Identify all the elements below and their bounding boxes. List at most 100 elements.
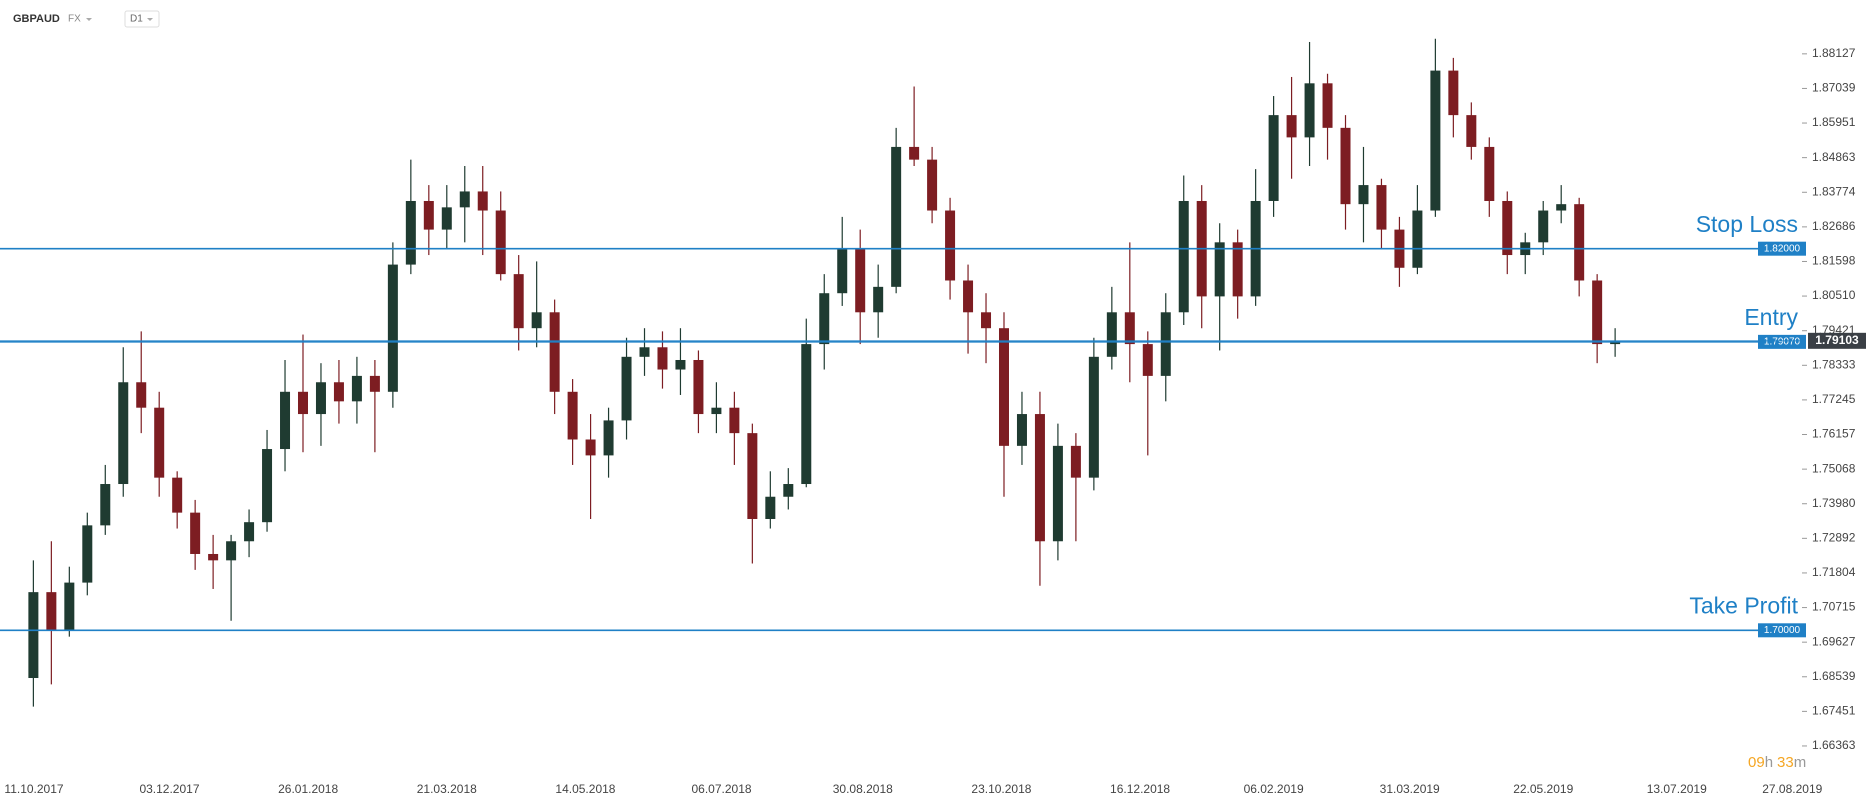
candle-body [1322,83,1333,128]
y-tick-label: 1.85951 [1812,115,1856,129]
x-tick-label: 31.03.2019 [1380,782,1440,796]
level-tag-label: 1.70000 [1764,625,1801,636]
y-tick-label: 1.66363 [1812,738,1856,752]
last-price-tag [1808,332,1866,349]
candle-body [64,582,75,631]
countdown-hours: 09 [1748,754,1765,771]
market: FX [68,14,81,25]
timeframe[interactable]: D1 [130,14,143,25]
y-tick-label: 1.82686 [1812,219,1856,233]
candle-body [1178,200,1189,313]
candle-body [262,449,273,523]
x-tick-label: 21.03.2018 [417,782,477,796]
symbol[interactable]: GBPAUD [13,13,60,25]
level-tag [1758,241,1806,256]
candle-body [1358,185,1369,205]
candle-body [244,522,255,542]
x-tick-label: 22.05.2019 [1513,782,1573,796]
candle-body [1448,70,1459,116]
y-tick-label: 1.72892 [1812,531,1856,545]
candle-body [459,191,470,208]
candle-body [1268,115,1279,201]
x-tick-label: 23.10.2018 [971,782,1031,796]
y-tick-label: 1.80510 [1812,288,1856,302]
candle-body [1556,204,1567,211]
level-tag-label: 1.82000 [1764,243,1801,254]
last-price-label: 1.79103 [1815,333,1859,347]
candle-body [1124,312,1135,345]
level-name: Stop Loss [1696,211,1798,237]
candle-body [387,264,398,392]
candle-body [801,344,812,485]
candle-body [154,407,165,478]
candle-body [531,312,542,329]
candle-body [1232,242,1243,297]
candle-body [1052,445,1063,542]
candle-body [855,248,866,313]
candle-body [208,553,219,561]
x-tick-label: 27.08.2019 [1762,782,1822,796]
candle-body [1070,445,1081,478]
candle-body [477,191,488,211]
candle-body [639,347,650,357]
candle-body [819,293,830,345]
x-tick-label: 14.05.2018 [555,782,615,796]
level-name: Take Profit [1689,592,1798,618]
candle-body [675,359,686,370]
x-tick-label: 26.01.2018 [278,782,338,796]
candle-body [441,207,452,230]
candle-body [909,146,920,160]
candle-body [226,541,237,561]
y-tick-label: 1.84863 [1812,150,1856,164]
candle-body [513,274,524,329]
countdown-hours-unit: h [1765,754,1773,771]
level-tag-label: 1.79070 [1764,337,1801,348]
candle-body [136,382,147,408]
candle-body [657,347,668,370]
timeframe-caret[interactable] [147,18,153,21]
y-tick-label: 1.73980 [1812,496,1856,510]
candle-body [118,382,129,485]
level-tag [1758,334,1806,349]
y-tick-label: 1.71804 [1812,565,1856,579]
timeframe-box[interactable] [124,10,160,28]
candle-body [1412,210,1423,268]
candle-body [28,592,39,679]
candle-body [1142,344,1153,376]
candle-body [1430,70,1441,211]
candle-body [100,484,111,526]
dropdown-caret[interactable] [86,18,92,21]
candle-body [369,375,380,392]
y-tick-label: 1.87039 [1812,81,1856,95]
candle-body [190,512,201,554]
candle-body [280,391,291,450]
candle-body [405,200,416,265]
candle-body [585,439,596,456]
candle-body [945,210,956,281]
y-tick-label: 1.77245 [1812,392,1856,406]
x-tick-label: 03.12.2017 [139,782,199,796]
candle-body [1214,242,1225,297]
candle-body [172,477,183,513]
candle-body [1592,280,1603,345]
candle-body [1376,185,1387,230]
candle-body [567,391,578,440]
candle-body [351,375,362,402]
candle-body [297,391,308,415]
candle-body [963,280,974,313]
candle-body [1340,127,1351,205]
candle-body [1160,312,1171,376]
candle-body [603,420,614,456]
countdown-minutes: 33 [1777,754,1794,771]
y-tick-label: 1.78333 [1812,357,1856,371]
candle-body [1502,200,1513,256]
candle-body [837,248,848,294]
x-tick-label: 13.07.2019 [1647,782,1707,796]
candle-body [693,359,704,415]
candle-body [423,200,434,230]
candle-body [1034,414,1045,542]
y-tick-label: 1.70715 [1812,600,1856,614]
y-tick-label: 1.81598 [1812,254,1856,268]
candle-body [333,382,344,402]
